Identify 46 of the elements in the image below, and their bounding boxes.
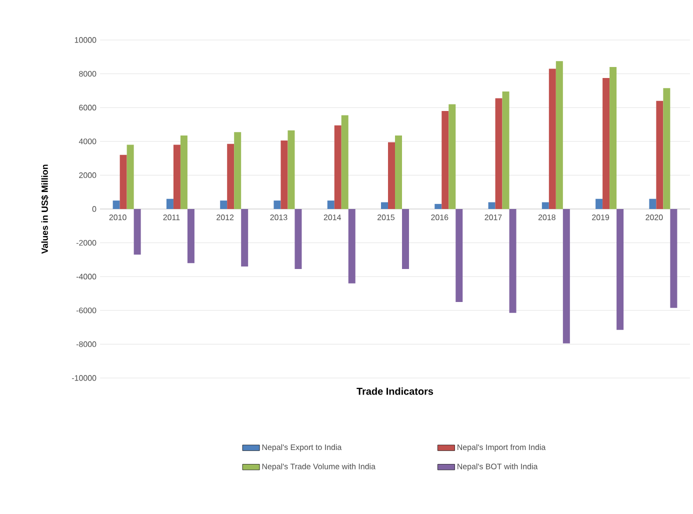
bar (288, 130, 295, 209)
bar (402, 208, 410, 269)
bar (649, 198, 656, 209)
bar (556, 61, 563, 209)
bar (548, 68, 556, 209)
bar (610, 67, 617, 209)
bar (388, 142, 396, 209)
bar (227, 144, 234, 209)
bar (274, 200, 281, 209)
bar (173, 144, 180, 209)
bar (670, 208, 678, 308)
bar (395, 135, 402, 209)
bar (327, 200, 334, 209)
bar (180, 135, 188, 209)
y-axis-title: Values in US$ Million (41, 164, 48, 254)
bar (502, 92, 510, 209)
bar (334, 125, 342, 209)
bar (602, 78, 610, 209)
x-axis-title: Trade Indicators (356, 388, 434, 395)
bar (434, 204, 442, 209)
bar (542, 202, 549, 209)
bar (166, 198, 174, 209)
bar (120, 154, 127, 209)
bar (616, 208, 624, 330)
bar (562, 208, 570, 344)
bar (220, 200, 228, 209)
bar (442, 110, 449, 209)
bar (656, 100, 664, 209)
bar (234, 132, 242, 209)
bar (280, 140, 288, 209)
bar (348, 208, 356, 284)
bar (241, 208, 248, 266)
bar (663, 88, 670, 209)
bar (134, 208, 141, 255)
bar (509, 208, 516, 313)
bar (448, 104, 456, 209)
bar (456, 208, 463, 302)
bar (381, 202, 388, 209)
bar (495, 98, 502, 209)
bar (112, 200, 120, 209)
bar (488, 202, 496, 209)
bar (126, 144, 134, 209)
bar (596, 198, 603, 209)
bar (294, 208, 302, 269)
bar (341, 115, 348, 209)
bar (187, 208, 194, 264)
